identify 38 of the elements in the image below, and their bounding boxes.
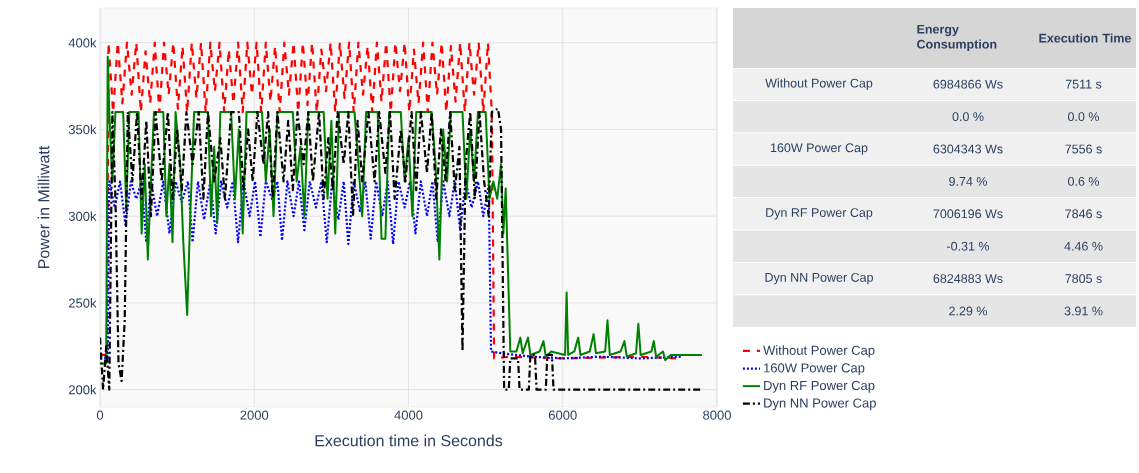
text: 4.46 % [1064, 241, 1103, 251]
text: 6984866 Ws [933, 79, 1003, 89]
text: 0.0 % [1068, 112, 1100, 122]
text: Execution Time [1039, 33, 1131, 43]
text: 0.6 % [1068, 176, 1100, 186]
y-tick-label: 200k [68, 384, 97, 395]
text: 6304343 Ws [933, 144, 1003, 154]
x-tick-label: 4000 [394, 410, 423, 420]
text: 0.0 % [952, 112, 984, 122]
x-tick-label: 2000 [240, 410, 269, 420]
text: 7846 s [1065, 209, 1102, 219]
text: 160W Power Cap [770, 143, 868, 155]
y-axis-title: Power in Milliwatt [37, 145, 50, 268]
x-tick-label: 6000 [548, 410, 577, 420]
y-tick-label: 300k [68, 211, 97, 221]
text: Dyn RF Power Cap [766, 208, 873, 220]
text: 7805 s [1065, 274, 1102, 284]
legend-label: 160W Power Cap [764, 363, 865, 376]
text: 7006196 Ws [933, 209, 1003, 219]
text: Dyn NN Power Cap [765, 272, 873, 285]
legend-label: Dyn NN Power Cap [764, 398, 876, 411]
legend-label: Without Power Cap [763, 345, 875, 358]
x-tick-label: 0 [96, 410, 104, 420]
text: 3.91 % [1064, 306, 1103, 316]
text: 2.29 % [949, 306, 987, 316]
text: 7511 s [1065, 79, 1102, 89]
text: 6824883 Ws [933, 274, 1003, 284]
text: Energy Consumption [917, 24, 997, 52]
y-tick-label: 350k [68, 124, 97, 135]
y-tick-label: 250k [68, 298, 97, 308]
text: Without Power Cap [765, 78, 873, 91]
y-tick-label: 400k [68, 37, 97, 48]
x-tick-label: 8000 [703, 410, 731, 420]
text: -0.31 % [947, 241, 990, 251]
text: 7556 s [1065, 144, 1102, 154]
legend-label: Dyn RF Power Cap [764, 380, 875, 393]
text: 9.74 % [949, 176, 987, 186]
x-axis-title: Execution time in Seconds [315, 434, 503, 447]
